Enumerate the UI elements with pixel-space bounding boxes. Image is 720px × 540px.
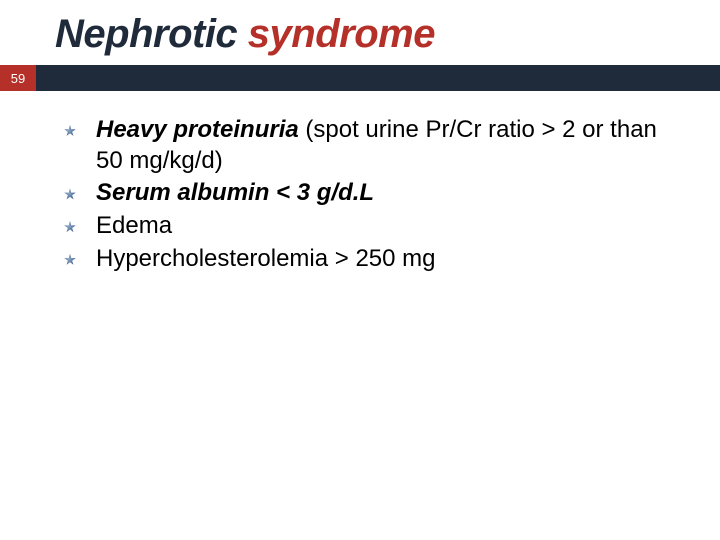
bullet-item: Serum albumin < 3 g/d.L — [60, 178, 690, 209]
slide-number-badge: 59 — [0, 65, 36, 91]
bullet-item: Edema — [60, 211, 690, 242]
bullet-item: Heavy proteinuria (spot urine Pr/Cr rati… — [60, 115, 690, 176]
bullet-text-bold: Serum albumin < 3 g/d.L — [96, 179, 374, 206]
bullet-text: Edema — [96, 212, 172, 239]
slide-container: Nephrotic syndrome 59 Heavy proteinuria … — [0, 0, 720, 540]
slide-title: Nephrotic syndrome — [0, 0, 720, 65]
bullet-text: Hypercholesterolemia > 250 mg — [96, 245, 436, 272]
slide-content: Heavy proteinuria (spot urine Pr/Cr rati… — [0, 91, 720, 275]
bullet-item: Hypercholesterolemia > 250 mg — [60, 244, 690, 275]
title-part1: Nephrotic — [55, 12, 237, 56]
title-part2: syndrome — [237, 12, 435, 56]
bullet-text-bold: Heavy proteinuria — [96, 116, 299, 143]
bullet-list: Heavy proteinuria (spot urine Pr/Cr rati… — [60, 115, 690, 275]
slide-ribbon: 59 — [0, 65, 720, 91]
ribbon-bar — [36, 65, 720, 91]
